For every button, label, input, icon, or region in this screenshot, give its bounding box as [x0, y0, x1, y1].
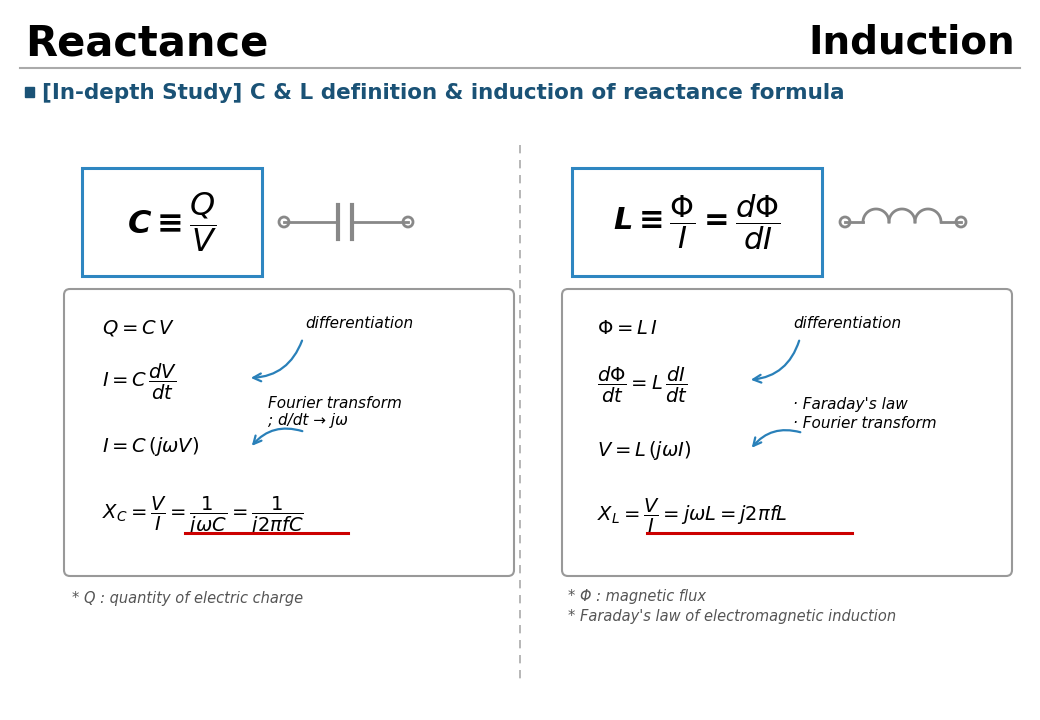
Text: $\Phi = L\,I$: $\Phi = L\,I$: [597, 318, 657, 338]
Text: * Q : quantity of electric charge: * Q : quantity of electric charge: [72, 590, 303, 606]
Text: $\dfrac{d\Phi}{dt} = L\,\dfrac{dI}{dt}$: $\dfrac{d\Phi}{dt} = L\,\dfrac{dI}{dt}$: [597, 365, 687, 405]
Text: SAMSUNG: SAMSUNG: [84, 390, 494, 459]
Text: Induction: Induction: [808, 24, 1015, 62]
Text: $\boldsymbol{L \equiv \dfrac{\Phi}{I} = \dfrac{d\Phi}{dI}}$: $\boldsymbol{L \equiv \dfrac{\Phi}{I} = …: [614, 192, 781, 252]
Text: $X_C = \dfrac{V}{I} = \dfrac{1}{j\omega C} = \dfrac{1}{j2\pi f C}$: $X_C = \dfrac{V}{I} = \dfrac{1}{j\omega …: [102, 495, 304, 538]
Text: * Faraday's law of electromagnetic induction: * Faraday's law of electromagnetic induc…: [568, 608, 896, 624]
Bar: [25, 87, 34, 97]
FancyBboxPatch shape: [562, 289, 1012, 576]
Text: differentiation: differentiation: [794, 315, 901, 330]
Text: differentiation: differentiation: [305, 315, 413, 330]
FancyBboxPatch shape: [572, 168, 822, 276]
Text: [In-depth Study] C & L definition & induction of reactance formula: [In-depth Study] C & L definition & indu…: [42, 83, 844, 103]
Text: $Q = C\,V$: $Q = C\,V$: [102, 318, 175, 338]
Text: · Faraday's law: · Faraday's law: [794, 397, 908, 413]
Text: · Fourier transform: · Fourier transform: [794, 416, 937, 431]
Text: $\boldsymbol{C \equiv \dfrac{Q}{V}}$: $\boldsymbol{C \equiv \dfrac{Q}{V}}$: [127, 190, 217, 254]
Text: SAMS: SAMS: [168, 389, 410, 462]
Text: $V = L\,(j\omega I)$: $V = L\,(j\omega I)$: [597, 438, 692, 462]
Text: Reactance: Reactance: [25, 22, 268, 64]
Text: $X_L = \dfrac{V}{I} = j\omega L = j2\pi f L$: $X_L = \dfrac{V}{I} = j\omega L = j2\pi …: [597, 497, 787, 535]
Text: Fourier transform: Fourier transform: [268, 395, 401, 410]
Text: UNG: UNG: [695, 392, 880, 464]
Text: $I = C\,\dfrac{dV}{dt}$: $I = C\,\dfrac{dV}{dt}$: [102, 362, 177, 402]
FancyArrowPatch shape: [254, 341, 302, 382]
Text: SAMS: SAMS: [173, 394, 405, 462]
Text: * Φ : magnetic flux: * Φ : magnetic flux: [568, 588, 706, 603]
Text: ; d/dt → jω: ; d/dt → jω: [268, 413, 347, 428]
FancyBboxPatch shape: [82, 168, 262, 276]
FancyArrowPatch shape: [254, 428, 303, 444]
FancyBboxPatch shape: [64, 289, 514, 576]
FancyArrowPatch shape: [753, 430, 801, 446]
FancyArrowPatch shape: [753, 341, 799, 382]
Text: $I = C\,(j\omega V)$: $I = C\,(j\omega V)$: [102, 434, 199, 457]
